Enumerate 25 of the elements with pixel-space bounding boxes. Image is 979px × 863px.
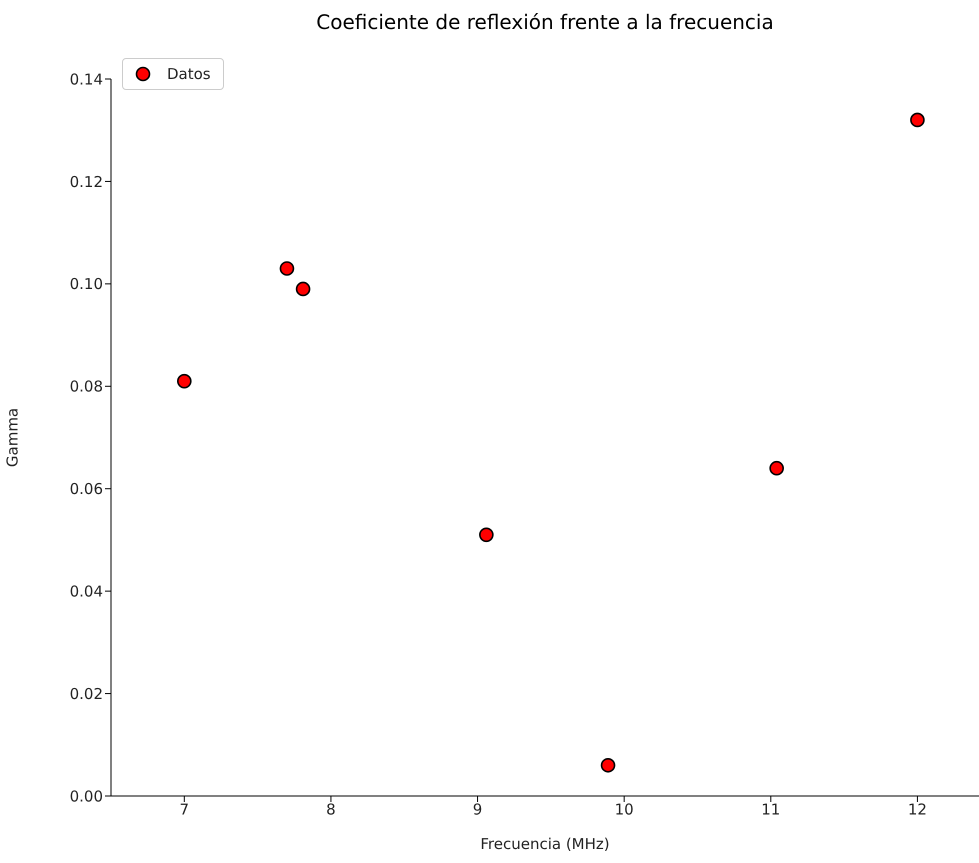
- chart-title: Coeficiente de reflexión frente a la frecuencia: [315, 10, 775, 34]
- point: [280, 261, 294, 276]
- y-tick-label: 0.00: [70, 787, 103, 806]
- x-tick-label: 7: [180, 800, 190, 819]
- y-tick-label: 0.10: [70, 275, 103, 294]
- point: [769, 460, 784, 476]
- point: [479, 528, 494, 542]
- y-tick-label: 0.08: [70, 378, 103, 396]
- x-axis-title: Frecuencia (MHz): [480, 835, 610, 853]
- point: [177, 374, 192, 388]
- point: [910, 112, 925, 128]
- y-tick-label: 0.02: [70, 684, 103, 703]
- y-tick-label: 0.06: [70, 480, 103, 498]
- point: [296, 282, 310, 296]
- legend-label: Datos: [167, 65, 211, 83]
- x-tick-label: 10: [614, 800, 634, 819]
- y-axis-title: Gamma: [3, 408, 22, 468]
- y-tick-label: 0.04: [70, 582, 103, 600]
- y-tick-label: 0.12: [70, 172, 103, 191]
- x-tick-label: 12: [908, 800, 927, 819]
- x-tick-label: 11: [761, 800, 780, 819]
- y-tick-label: 0.14: [70, 70, 103, 88]
- x-tick-label: 9: [472, 800, 482, 819]
- x-tick-label: 8: [326, 800, 336, 819]
- point: [600, 758, 616, 773]
